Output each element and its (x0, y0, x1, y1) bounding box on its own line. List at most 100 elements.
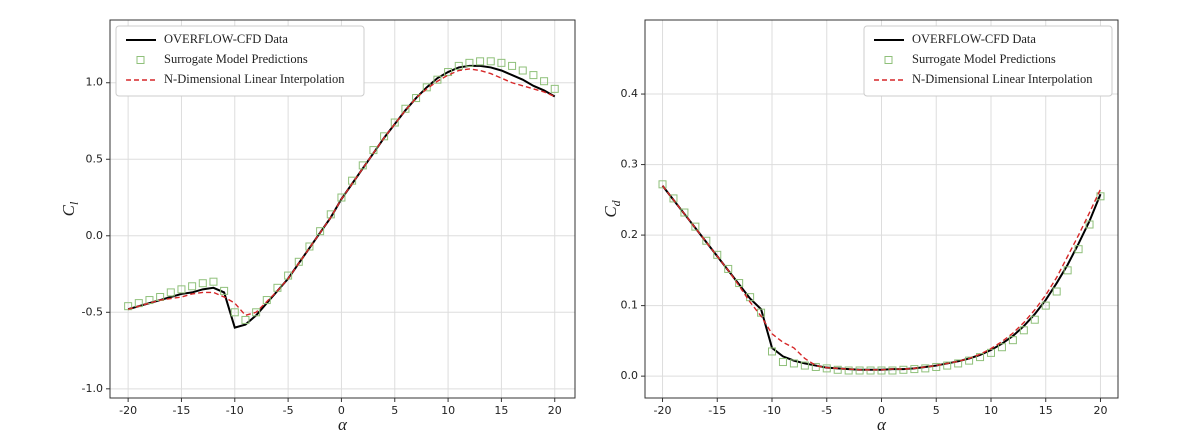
x-tick-label: 10 (441, 404, 455, 417)
y-tick-label: 0.0 (86, 229, 104, 242)
marker (691, 222, 700, 231)
marker (188, 282, 197, 291)
marker (833, 365, 842, 374)
marker (1063, 266, 1072, 275)
marker (358, 161, 367, 170)
x-axis-label: α (877, 415, 887, 431)
x-tick-label: -20 (654, 404, 672, 417)
y-tick-label: 0.0 (621, 369, 639, 382)
marker (1085, 220, 1094, 229)
marker (921, 364, 930, 373)
marker (910, 365, 919, 374)
marker (680, 208, 689, 217)
marker (976, 353, 985, 362)
marker (294, 257, 303, 266)
marker (508, 61, 517, 70)
marker (1008, 336, 1017, 345)
x-tick-label: 10 (984, 404, 998, 417)
legend-label: OVERFLOW-CFD Data (912, 32, 1036, 46)
legend-box (863, 25, 1113, 97)
marker (476, 57, 485, 66)
marker (465, 58, 474, 67)
y-axis-label-main: C (601, 206, 620, 218)
marker (789, 359, 798, 368)
marker (230, 308, 239, 317)
x-tick-label: 20 (1093, 404, 1107, 417)
marker (422, 83, 431, 92)
plot-frame (644, 19, 1119, 399)
marker (1030, 315, 1039, 324)
marker (390, 118, 399, 127)
marker (316, 227, 325, 236)
legend-box (115, 25, 365, 97)
marker (724, 264, 733, 273)
marker (550, 84, 559, 93)
plot-frame (109, 19, 576, 399)
x-tick-label: -10 (226, 404, 244, 417)
marker (198, 279, 207, 288)
marker (855, 366, 864, 375)
y-tick-label: 0.3 (621, 158, 639, 171)
marker (529, 71, 538, 80)
marker (877, 366, 886, 375)
legend-marker (884, 56, 893, 64)
marker (997, 343, 1006, 352)
marker (262, 296, 271, 305)
y-tick-label: -0.5 (82, 305, 103, 318)
x-tick-label: -15 (708, 404, 726, 417)
marker (412, 94, 421, 103)
series-line (661, 185, 1102, 371)
x-tick-label: -10 (763, 404, 781, 417)
marker (866, 366, 875, 375)
marker (669, 194, 678, 203)
marker (943, 361, 952, 370)
x-tick-label: -5 (821, 404, 832, 417)
x-tick-label: -20 (119, 404, 137, 417)
y-axis-label: Cd (601, 199, 623, 217)
marker (486, 57, 495, 66)
marker (768, 347, 777, 356)
marker (658, 180, 667, 189)
marker (209, 277, 218, 286)
marker (932, 362, 941, 371)
marker (844, 366, 853, 375)
x-tick-label: 0 (878, 404, 885, 417)
marker (1019, 326, 1028, 335)
x-tick-label: 0 (338, 404, 345, 417)
marker (811, 362, 820, 371)
legend-label: N-Dimensional Linear Interpolation (164, 72, 345, 86)
x-tick-label: 5 (391, 404, 398, 417)
x-tick-label: 5 (933, 404, 940, 417)
marker (380, 132, 389, 141)
marker (220, 286, 229, 295)
marker (954, 359, 963, 368)
marker (241, 315, 250, 324)
marker (177, 285, 186, 294)
marker (965, 356, 974, 365)
marker (899, 365, 908, 374)
marker (305, 242, 314, 251)
legend-marker (136, 56, 145, 64)
marker (1041, 301, 1050, 310)
marker (800, 361, 809, 370)
x-tick-label: -15 (172, 404, 190, 417)
marker (401, 104, 410, 113)
y-tick-label: 0.5 (86, 152, 104, 165)
marker (822, 364, 831, 373)
y-axis-label-sub: l (67, 201, 81, 205)
marker (252, 308, 261, 317)
x-tick-label: 20 (548, 404, 562, 417)
marker (702, 236, 711, 245)
legend-label: OVERFLOW-CFD Data (164, 32, 288, 46)
x-tick-label: 15 (494, 404, 508, 417)
x-tick-label: 15 (1039, 404, 1053, 417)
marker (497, 58, 506, 67)
marker (1096, 192, 1105, 201)
marker (713, 250, 722, 259)
marker (518, 66, 527, 75)
marker (1074, 245, 1083, 254)
marker (433, 75, 442, 84)
y-axis-label-main: C (59, 204, 78, 216)
marker (1052, 287, 1061, 296)
